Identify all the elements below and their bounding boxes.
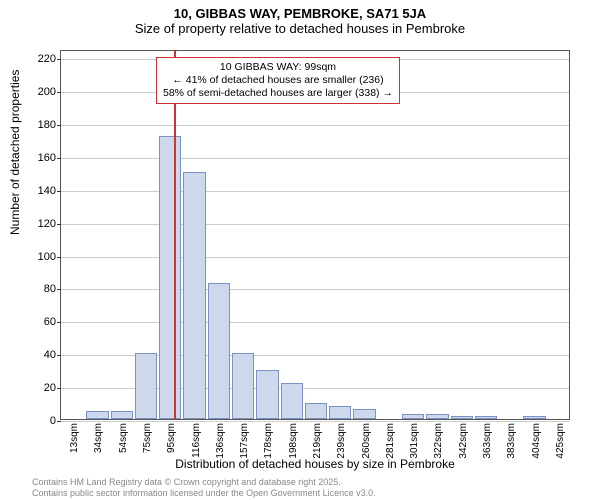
xtick-label: 281sqm xyxy=(385,423,396,459)
ytick-label: 60 xyxy=(44,316,61,328)
histogram-bar xyxy=(305,403,327,419)
histogram-bar xyxy=(159,136,181,419)
histogram-bar xyxy=(232,353,254,419)
gridline xyxy=(61,224,569,225)
xtick-label: 136sqm xyxy=(215,423,226,459)
gridline xyxy=(61,125,569,126)
ytick-label: 200 xyxy=(38,86,61,98)
ytick-label: 40 xyxy=(44,349,61,361)
gridline xyxy=(61,322,569,323)
title-line2: Size of property relative to detached ho… xyxy=(0,21,600,36)
ytick-label: 100 xyxy=(38,251,61,263)
ytick-label: 180 xyxy=(38,119,61,131)
ytick-label: 20 xyxy=(44,382,61,394)
histogram-bar xyxy=(451,416,473,419)
xtick-label: 301sqm xyxy=(409,423,420,459)
gridline xyxy=(61,158,569,159)
xtick-label: 157sqm xyxy=(239,423,250,459)
footer-line1: Contains HM Land Registry data © Crown c… xyxy=(32,477,376,487)
histogram-bar xyxy=(353,409,375,419)
xtick-label: 425sqm xyxy=(555,423,566,459)
xtick-label: 75sqm xyxy=(142,423,153,453)
histogram-bar xyxy=(402,414,424,419)
xtick-label: 363sqm xyxy=(482,423,493,459)
xtick-label: 13sqm xyxy=(69,423,80,453)
title-line1: 10, GIBBAS WAY, PEMBROKE, SA71 5JA xyxy=(0,6,600,21)
xtick-label: 116sqm xyxy=(191,423,202,458)
histogram-bar xyxy=(475,416,497,419)
ytick-label: 120 xyxy=(38,218,61,230)
histogram-bar xyxy=(183,172,205,419)
attribution-footer: Contains HM Land Registry data © Crown c… xyxy=(32,477,376,498)
annotation-box: 10 GIBBAS WAY: 99sqm← 41% of detached ho… xyxy=(156,57,400,104)
xtick-label: 260sqm xyxy=(361,423,372,459)
histogram-bar xyxy=(426,414,448,419)
histogram-bar xyxy=(135,353,157,419)
histogram-bar xyxy=(111,411,133,419)
histogram-bar xyxy=(329,406,351,419)
footer-line2: Contains public sector information licen… xyxy=(32,488,376,498)
xtick-label: 198sqm xyxy=(288,423,299,459)
ytick-label: 0 xyxy=(50,415,61,427)
xtick-label: 342sqm xyxy=(458,423,469,459)
gridline xyxy=(61,191,569,192)
xtick-label: 404sqm xyxy=(531,423,542,459)
xtick-label: 219sqm xyxy=(312,423,323,459)
xtick-label: 54sqm xyxy=(118,423,129,453)
chart-title-block: 10, GIBBAS WAY, PEMBROKE, SA71 5JA Size … xyxy=(0,0,600,36)
chart-plot-area: 02040608010012014016018020022013sqm34sqm… xyxy=(60,50,570,420)
ytick-label: 220 xyxy=(38,53,61,65)
gridline xyxy=(61,421,569,422)
xtick-label: 239sqm xyxy=(336,423,347,459)
xtick-label: 383sqm xyxy=(506,423,517,459)
annotation-line: 10 GIBBAS WAY: 99sqm xyxy=(163,61,393,74)
xtick-label: 178sqm xyxy=(263,423,274,459)
histogram-bar xyxy=(86,411,108,419)
xtick-label: 34sqm xyxy=(93,423,104,453)
annotation-line: 58% of semi-detached houses are larger (… xyxy=(163,87,393,100)
ytick-label: 80 xyxy=(44,283,61,295)
ytick-label: 160 xyxy=(38,152,61,164)
histogram-bar xyxy=(281,383,303,419)
property-marker-line xyxy=(174,51,176,419)
histogram-bar xyxy=(523,416,545,419)
gridline xyxy=(61,257,569,258)
histogram-bar xyxy=(256,370,278,419)
x-axis-label: Distribution of detached houses by size … xyxy=(60,457,570,471)
ytick-label: 140 xyxy=(38,185,61,197)
xtick-label: 95sqm xyxy=(166,423,177,453)
histogram-bar xyxy=(208,283,230,419)
gridline xyxy=(61,289,569,290)
y-axis-label: Number of detached properties xyxy=(8,70,22,235)
annotation-line: ← 41% of detached houses are smaller (23… xyxy=(163,74,393,87)
xtick-label: 322sqm xyxy=(433,423,444,459)
